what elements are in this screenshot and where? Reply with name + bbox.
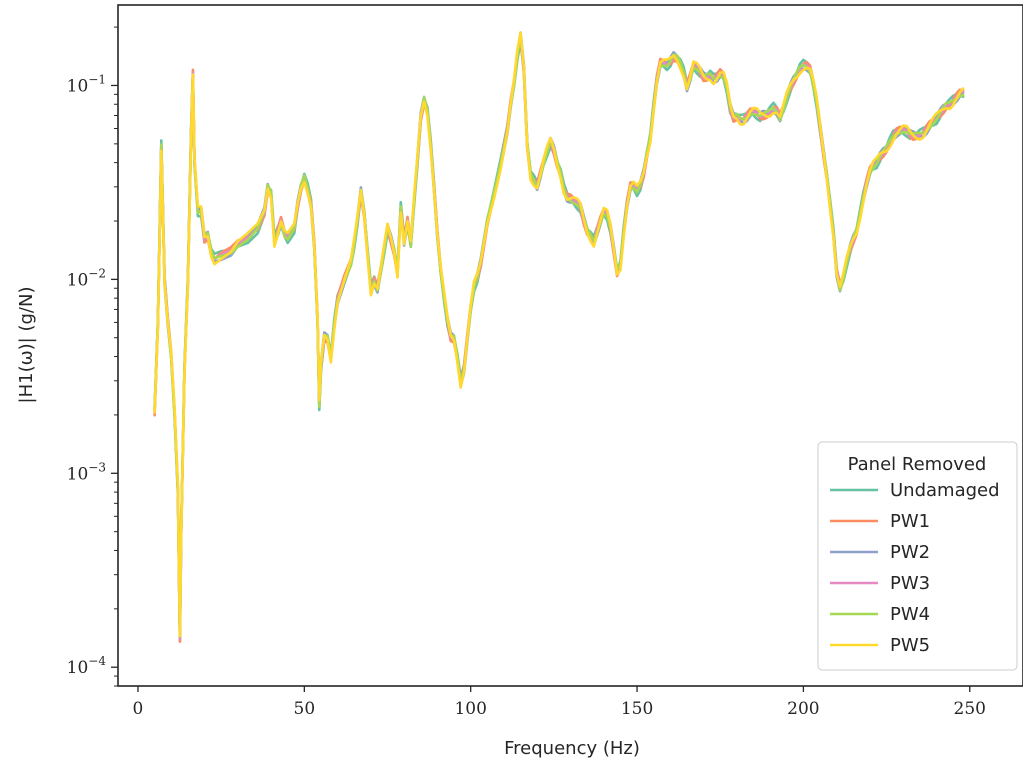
x-axis: 0 50 100 150 200 250 (133, 686, 986, 719)
x-tick-label: 200 (787, 699, 819, 719)
legend-label: PW5 (890, 635, 930, 656)
legend-items: Undamaged PW1 PW2 PW3 PW4 PW5 (830, 480, 1000, 656)
plot-lines (153, 31, 965, 643)
x-axis-label: Frequency (Hz) (504, 738, 640, 759)
legend-title: Panel Removed (848, 454, 987, 475)
y-tick-label: 10−2 (67, 266, 106, 290)
y-tick-label: 10−4 (67, 654, 107, 678)
y-axis: 10−4 10−3 10−2 10−1 (67, 26, 118, 687)
x-tick-label: 150 (621, 699, 653, 719)
x-tick-label: 250 (954, 699, 986, 719)
legend-label: PW2 (890, 542, 930, 563)
x-tick-label: 100 (454, 699, 486, 719)
legend-label: PW1 (890, 511, 930, 532)
x-tick-label: 50 (294, 699, 316, 719)
legend-label: PW4 (890, 604, 930, 625)
plot-frame (117, 4, 1023, 687)
legend-label: Undamaged (890, 480, 1000, 501)
y-tick-label: 10−1 (67, 72, 106, 96)
series-line-pw5 (153, 31, 965, 638)
legend: Panel Removed Undamaged PW1 PW2 PW3 PW4 PW5 (817, 441, 1018, 671)
x-tick-label: 0 (133, 699, 144, 719)
legend-label: PW3 (890, 573, 930, 594)
y-tick-label: 10−3 (67, 460, 106, 484)
y-axis-label: |H1(ω)| (g/N) (16, 287, 37, 404)
